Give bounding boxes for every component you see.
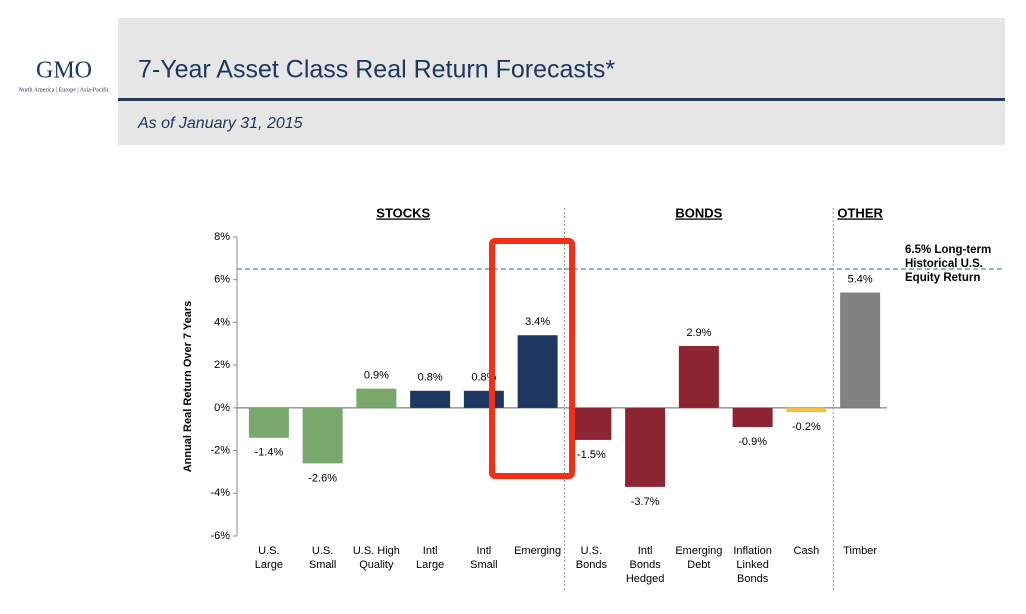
x-tick-label: Intl Small <box>470 545 498 571</box>
value-label: 0.8% <box>418 372 443 384</box>
logo-tagline: North America | Europe | Asia-Pacific <box>19 86 110 93</box>
value-label: -0.9% <box>738 436 767 448</box>
bar <box>356 388 397 408</box>
bar <box>463 390 504 408</box>
y-tick-label: 8% <box>214 231 230 243</box>
highlight-box <box>489 238 575 479</box>
header-band <box>118 18 1005 145</box>
y-tick-label: -6% <box>210 530 230 542</box>
bar <box>410 390 451 408</box>
x-tick-label: Timber <box>843 545 877 557</box>
value-label: -1.5% <box>577 449 606 461</box>
group-label: OTHER <box>837 205 883 220</box>
bar <box>248 407 289 438</box>
x-tick-label: U.S. Bonds <box>576 545 608 571</box>
x-tick-label: Emerging Debt <box>675 545 722 571</box>
y-tick-label: 2% <box>214 359 230 371</box>
subtitle: As of January 31, 2015 <box>137 115 303 132</box>
bar <box>625 407 666 487</box>
bar <box>732 407 773 428</box>
value-label: 2.9% <box>686 327 711 339</box>
bar <box>840 292 881 408</box>
x-tick-label: Intl Large <box>416 545 444 571</box>
title: 7-Year Asset Class Real Return Forecasts… <box>138 56 615 84</box>
x-tick-label: Inflation Linked Bonds <box>733 545 772 585</box>
y-tick-label: 6% <box>214 274 230 286</box>
bar <box>678 345 719 408</box>
reference-label: 6.5% Long-term Historical U.S. Equity Retu… <box>905 244 991 284</box>
x-tick-label: Emerging <box>514 545 561 557</box>
value-label: 0.9% <box>364 370 389 382</box>
header-rule <box>118 98 1005 101</box>
bar <box>571 407 612 440</box>
x-tick-label: U.S. Large <box>255 545 283 571</box>
value-label: -0.2% <box>792 421 821 433</box>
bar <box>786 407 827 413</box>
value-label: -2.6% <box>308 472 337 484</box>
x-tick-label: Cash <box>794 545 820 557</box>
y-axis-label: Annual Real Return Over 7 Years <box>182 301 194 473</box>
x-tick-label: U.S. High Quality <box>353 545 400 571</box>
value-label: -3.7% <box>631 496 660 508</box>
group-label: STOCKS <box>376 205 430 220</box>
x-tick-label: Intl Bonds Hedged <box>626 545 665 585</box>
x-tick-label: U.S. Small <box>309 545 337 571</box>
y-tick-label: 0% <box>214 402 230 414</box>
bar <box>517 335 558 408</box>
value-label: 3.4% <box>525 316 550 328</box>
logo: GMO <box>36 58 92 84</box>
bar <box>302 407 343 464</box>
value-label: -1.4% <box>255 447 284 459</box>
y-tick-label: -2% <box>210 444 230 456</box>
group-label: BONDS <box>675 205 722 220</box>
value-label: 5.4% <box>848 273 873 285</box>
y-tick-label: 4% <box>214 316 230 328</box>
y-tick-label: -4% <box>210 487 230 499</box>
